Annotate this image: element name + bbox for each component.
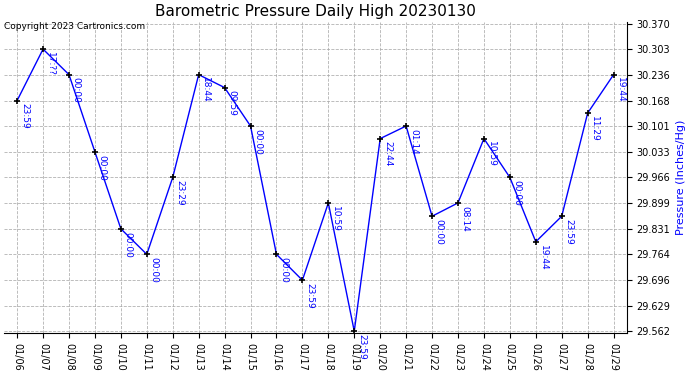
Text: 00:00: 00:00: [279, 257, 288, 283]
Text: 22:44: 22:44: [383, 141, 392, 167]
Text: 17:??: 17:??: [46, 52, 55, 76]
Text: 00:00: 00:00: [253, 129, 262, 154]
Title: Barometric Pressure Daily High 20230130: Barometric Pressure Daily High 20230130: [155, 4, 476, 19]
Text: 08:14: 08:14: [461, 206, 470, 231]
Text: 23:59: 23:59: [305, 283, 314, 309]
Text: 00:00: 00:00: [98, 155, 107, 181]
Text: 00:00: 00:00: [72, 77, 81, 103]
Text: 10:59: 10:59: [486, 141, 495, 167]
Text: 23:59: 23:59: [564, 219, 573, 245]
Text: 19:44: 19:44: [616, 77, 625, 103]
Text: 23:59: 23:59: [357, 334, 366, 360]
Text: 00:00: 00:00: [435, 219, 444, 245]
Text: Copyright 2023 Cartronics.com: Copyright 2023 Cartronics.com: [4, 22, 146, 31]
Text: 00:00: 00:00: [124, 232, 132, 258]
Text: 11:29: 11:29: [591, 116, 600, 142]
Text: 09:59: 09:59: [228, 90, 237, 116]
Text: 23:29: 23:29: [175, 180, 184, 206]
Text: 23:59: 23:59: [20, 103, 29, 129]
Text: 00:00: 00:00: [150, 257, 159, 283]
Text: 01:14: 01:14: [409, 129, 418, 154]
Text: 00:00: 00:00: [513, 180, 522, 206]
Text: 19:44: 19:44: [539, 244, 548, 270]
Y-axis label: Pressure (Inches/Hg): Pressure (Inches/Hg): [676, 120, 686, 235]
Text: 10:59: 10:59: [331, 206, 340, 232]
Text: 18:44: 18:44: [201, 77, 210, 103]
